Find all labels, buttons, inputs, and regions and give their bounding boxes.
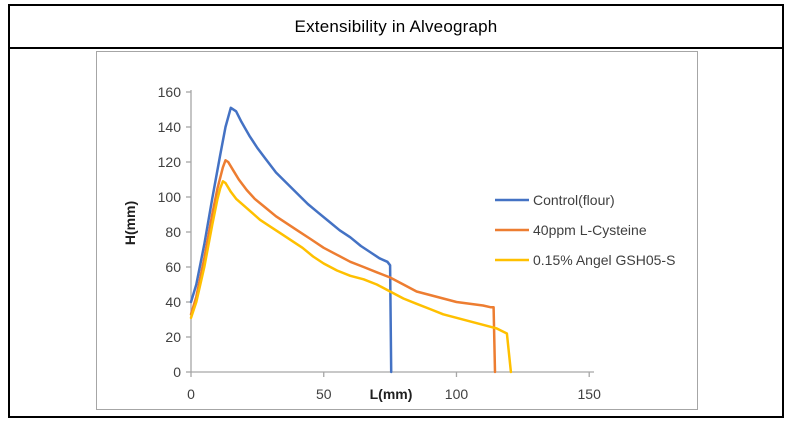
y-tick-label: 160 xyxy=(158,84,182,100)
chart-panel[interactable]: 0 50 100 150 0 20 40 60 80 100 120 140 160 L(mm) H(mm)… xyxy=(96,51,698,410)
x-tick-label: 50 xyxy=(316,386,332,402)
y-tick-label: 40 xyxy=(165,294,181,310)
y-tick-label: 60 xyxy=(165,259,181,275)
series-line-40ppm-l-cysteine[interactable] xyxy=(189,159,497,374)
legend-label-2[interactable]: 40ppm L-Cysteine xyxy=(533,222,647,238)
y-tick-label: 140 xyxy=(158,119,182,135)
x-tick-label: 100 xyxy=(445,386,469,402)
y-tick-label: 100 xyxy=(158,189,182,205)
x-tick-label: 0 xyxy=(187,386,195,402)
series-line-0-15-angel-gsh05-s[interactable] xyxy=(189,180,513,374)
chart-canvas[interactable]: 0 50 100 150 0 20 40 60 80 100 120 140 160 L(mm) H(mm)… xyxy=(97,52,697,409)
y-tick-label: 120 xyxy=(158,154,182,170)
chart-title: Extensibility in Alveograph xyxy=(10,6,782,49)
outer-frame: Extensibility in Alveograph 0 50 100 150 0 20… xyxy=(8,4,784,418)
series-line-control-flour-[interactable] xyxy=(189,106,393,374)
legend-label-3[interactable]: 0.15% Angel GSH05-S xyxy=(533,252,675,268)
x-axis-title: L(mm) xyxy=(370,386,413,402)
legend-label-1[interactable]: Control(flour) xyxy=(533,192,615,208)
y-axis-title: H(mm) xyxy=(122,201,138,245)
y-tick-label: 80 xyxy=(165,224,181,240)
y-tick-label: 0 xyxy=(173,364,181,380)
x-tick-label: 150 xyxy=(578,386,602,402)
y-tick-label: 20 xyxy=(165,329,181,345)
